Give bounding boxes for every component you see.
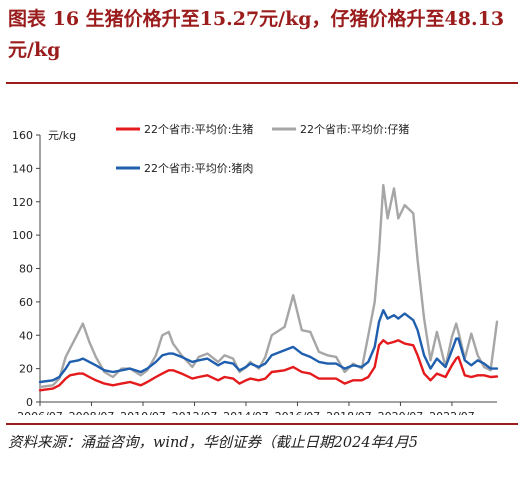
legend-label-live-hog: 22个省市:平均价:生猪 bbox=[144, 122, 253, 136]
source-note: 资料来源：涌益咨询，wind，华创证券（截止日期2024年4月5 bbox=[8, 435, 419, 451]
chart-title: 图表 16 生猪价格升至15.27元/kg，仔猪价格升至48.13元/kg bbox=[8, 8, 505, 61]
series-line-pork bbox=[38, 308, 499, 384]
y-tick-label: 160 bbox=[12, 129, 33, 142]
y-tick-label: 60 bbox=[19, 296, 33, 309]
y-tick-label: 40 bbox=[19, 329, 33, 342]
y-tick-label: 80 bbox=[19, 263, 33, 276]
series-line-piglet bbox=[38, 183, 499, 389]
x-tick-label: 2006/07 bbox=[17, 410, 63, 415]
x-tick-label: 2022/07 bbox=[429, 410, 475, 415]
x-tick-label: 2008/07 bbox=[69, 410, 115, 415]
legend: 22个省市:平均价:生猪 22个省市:平均价:仔猪 22个省市:平均价:猪肉 bbox=[116, 122, 409, 175]
axes: 0 20 40 60 80 100 120 140 160 2006/07 2008/07 2010/… bbox=[12, 129, 497, 415]
title-divider bbox=[6, 82, 518, 84]
legend-label-piglet: 22个省市:平均价:仔猪 bbox=[300, 122, 409, 136]
y-tick-label: 0 bbox=[26, 396, 33, 409]
x-tick-label: 2018/07 bbox=[326, 410, 372, 415]
source-divider bbox=[6, 423, 518, 425]
x-tick-label: 2012/07 bbox=[172, 410, 218, 415]
legend-label-pork: 22个省市:平均价:猪肉 bbox=[144, 161, 253, 175]
series-lines bbox=[38, 183, 499, 392]
x-tick-label: 2016/07 bbox=[275, 410, 321, 415]
series-line-live-hog bbox=[38, 339, 499, 392]
x-tick-label: 2010/07 bbox=[120, 410, 166, 415]
y-tick-label: 100 bbox=[12, 229, 33, 242]
y-tick-label: 20 bbox=[19, 363, 33, 376]
y-tick-label: 140 bbox=[12, 162, 33, 175]
x-tick-label: 2020/07 bbox=[378, 410, 424, 415]
y-unit-label: 元/kg bbox=[48, 129, 76, 142]
y-tick-label: 120 bbox=[12, 196, 33, 209]
line-chart: 元/kg 22个省市:平均价:生猪 22个省市:平均价:仔猪 22个省市:平均价… bbox=[12, 122, 499, 415]
